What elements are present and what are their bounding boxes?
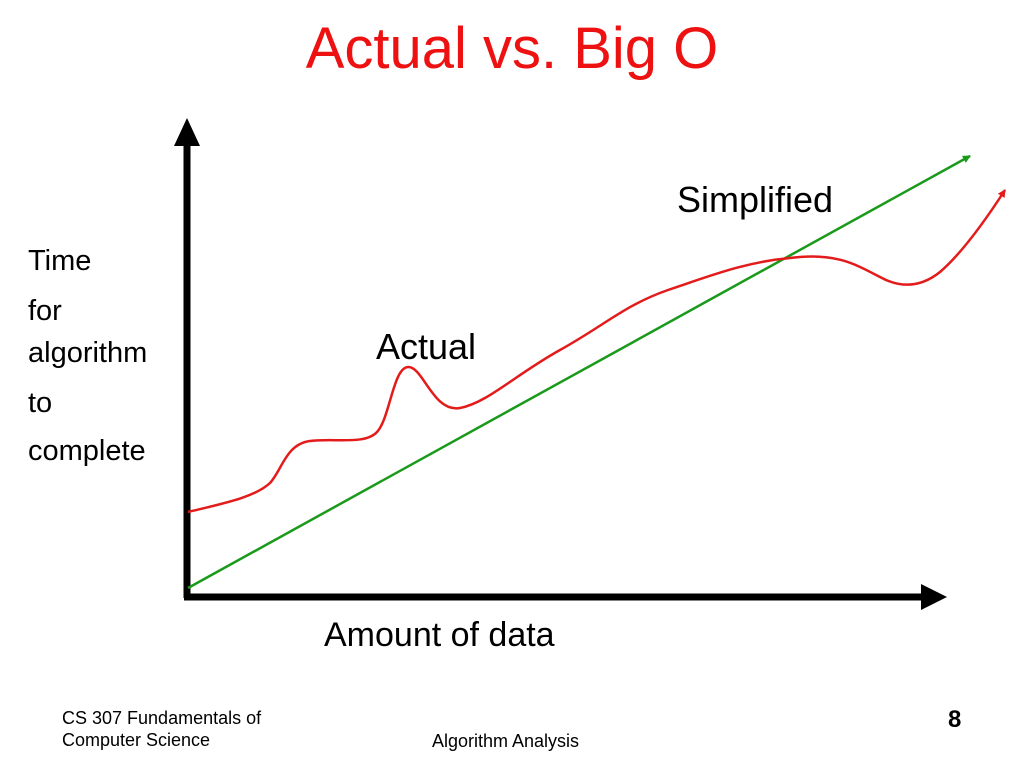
y-axis-label-line: Time xyxy=(28,245,92,277)
footer-course-line: Computer Science xyxy=(62,730,211,750)
footer-topic: Algorithm Analysis xyxy=(432,731,580,751)
y-axis-label-line: algorithm xyxy=(28,337,148,369)
actual-curve-label: Actual xyxy=(376,326,477,367)
y-axis-label-line: complete xyxy=(28,435,146,467)
actual-curve xyxy=(187,189,1007,514)
slide-title: Actual vs. Big O xyxy=(305,16,719,81)
page-number: 8 xyxy=(948,706,962,733)
y-axis-label-line: to xyxy=(28,387,53,419)
simplified-curve xyxy=(187,154,971,590)
footer-course-line: CS 307 Fundamentals of xyxy=(62,708,262,728)
footer-course: CS 307 Fundamentals of Computer Science xyxy=(62,707,322,751)
y-axis-label-line: for xyxy=(28,295,62,327)
simplified-curve-label: Simplified xyxy=(677,179,834,220)
x-axis-label: Amount of data xyxy=(324,616,555,654)
x-axis-arrowhead xyxy=(921,584,947,610)
y-axis-arrowhead xyxy=(174,118,200,146)
